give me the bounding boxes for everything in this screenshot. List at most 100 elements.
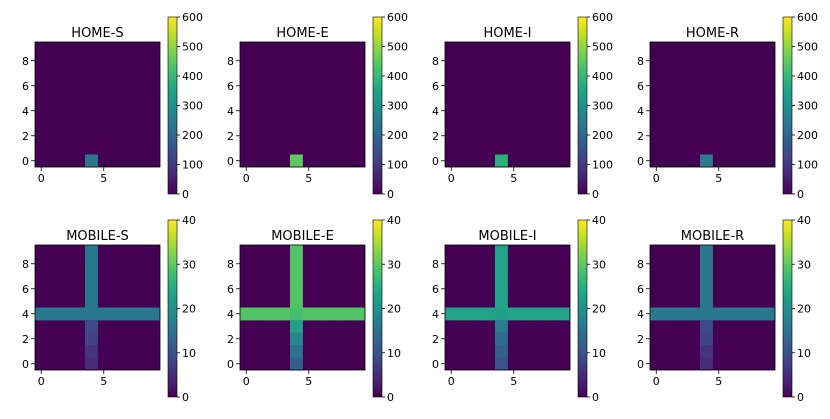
y-tick-label: 0 xyxy=(22,155,29,168)
heatmap-cell xyxy=(110,307,123,321)
y-tick-label: 2 xyxy=(432,333,439,346)
y-tick-label: 6 xyxy=(637,80,644,93)
x-tick-label: 0 xyxy=(448,375,455,388)
axes-frame xyxy=(649,244,776,371)
heatmap-cell xyxy=(122,307,136,321)
heatmap-cell xyxy=(60,307,73,321)
x-tick-label: 0 xyxy=(38,375,45,388)
colorbar-tick-label: 500 xyxy=(387,41,408,54)
axes-frame xyxy=(649,41,776,168)
y-tick-label: 2 xyxy=(432,130,439,143)
heatmap-cell xyxy=(495,332,508,346)
y-tick-label: 0 xyxy=(637,155,644,168)
colorbar-tick-label: 30 xyxy=(592,258,606,271)
x-tick-label: 5 xyxy=(305,375,312,388)
colorbar-tick-label: 10 xyxy=(387,347,401,360)
heatmap-cell xyxy=(290,245,303,258)
y-tick-label: 8 xyxy=(227,258,234,271)
heatmap-cell xyxy=(520,307,533,321)
colorbar-tick-label: 20 xyxy=(797,303,811,316)
heatmap-cell xyxy=(85,357,98,371)
colorbar-tick-label: 100 xyxy=(592,159,613,172)
x-tick-label: 0 xyxy=(243,375,250,388)
y-tick-label: 0 xyxy=(432,358,439,371)
heatmap-cell xyxy=(737,307,751,321)
heatmap-cell xyxy=(662,307,676,321)
colorbar xyxy=(372,219,383,398)
x-tick-label: 5 xyxy=(715,172,722,185)
y-tick-label: 4 xyxy=(432,105,439,118)
heatmap-cell xyxy=(495,357,508,371)
heatmap-cell xyxy=(482,307,496,321)
y-tick-label: 2 xyxy=(227,130,234,143)
heatmap-cell xyxy=(290,357,303,371)
colorbar-tick-label: 0 xyxy=(182,188,189,201)
heatmap-cell xyxy=(72,307,86,321)
heatmap-cell xyxy=(700,282,713,296)
heatmap-background xyxy=(240,42,365,167)
heatmap-cell xyxy=(712,307,726,321)
colorbar-tick-label: 40 xyxy=(797,214,811,227)
colorbar-tick-label: 40 xyxy=(387,214,401,227)
heatmap-cell xyxy=(85,270,98,283)
colorbar-tick-label: 600 xyxy=(797,11,818,24)
heatmap-cell xyxy=(495,257,508,271)
colorbar-tick-label: 30 xyxy=(182,258,196,271)
y-tick-label: 4 xyxy=(22,105,29,118)
heatmap-cell xyxy=(507,307,521,321)
colorbar xyxy=(577,16,588,195)
heatmap-cell xyxy=(495,245,508,258)
colorbar xyxy=(577,219,588,398)
y-tick-label: 8 xyxy=(22,258,29,271)
heatmap-cell xyxy=(457,307,471,321)
colorbar-tick-label: 40 xyxy=(182,214,196,227)
heatmap-cell xyxy=(85,282,98,296)
heatmap-background xyxy=(35,42,160,167)
y-tick-label: 2 xyxy=(637,130,644,143)
heatmap-cell xyxy=(85,345,98,358)
y-tick-label: 2 xyxy=(22,130,29,143)
colorbar-tick-label: 300 xyxy=(387,100,408,113)
heatmap-background xyxy=(650,42,775,167)
heatmap-cell xyxy=(495,295,508,308)
colorbar-tick-label: 200 xyxy=(387,129,408,142)
heatmap-cell xyxy=(687,307,701,321)
panel-title: MOBILE-S xyxy=(66,229,129,244)
heatmap-cell xyxy=(315,307,328,321)
heatmap-panel: HOME-E 0 5 0 2 4 6 8 0 100 200 300 400 500 600 xyxy=(227,11,408,201)
y-tick-label: 8 xyxy=(432,258,439,271)
heatmap-cell xyxy=(700,332,713,346)
heatmap-panel: HOME-R 0 5 0 2 4 6 8 0 100 200 300 400 500 600 xyxy=(637,11,818,201)
colorbar-tick-label: 0 xyxy=(182,391,189,404)
colorbar-tick-label: 100 xyxy=(387,159,408,172)
heatmap-cell xyxy=(277,307,291,321)
axes-frame xyxy=(34,244,161,371)
colorbar-tick-label: 500 xyxy=(182,41,203,54)
heatmap-cell xyxy=(762,307,776,321)
heatmap-cell xyxy=(327,307,341,321)
heatmap-cell xyxy=(557,307,571,321)
x-tick-label: 5 xyxy=(100,375,107,388)
heatmap-cell xyxy=(85,257,98,271)
colorbar-tick-label: 400 xyxy=(387,70,408,83)
y-tick-label: 0 xyxy=(22,358,29,371)
colorbar xyxy=(782,219,793,398)
colorbar xyxy=(782,16,793,195)
y-tick-label: 4 xyxy=(227,308,234,321)
axes-frame xyxy=(239,244,366,371)
colorbar xyxy=(167,16,178,195)
colorbar xyxy=(372,16,383,195)
axes-frame xyxy=(444,244,571,371)
axes-frame xyxy=(444,41,571,168)
heatmap-cell xyxy=(545,307,558,321)
axes-frame xyxy=(34,41,161,168)
heatmap-cell xyxy=(290,270,303,283)
heatmap-cell xyxy=(700,245,713,258)
y-tick-label: 6 xyxy=(227,283,234,296)
panel-title: HOME-S xyxy=(71,26,123,41)
x-tick-label: 5 xyxy=(715,375,722,388)
y-tick-label: 0 xyxy=(432,155,439,168)
heatmap-cell xyxy=(650,307,663,321)
heatmap-cell xyxy=(495,270,508,283)
